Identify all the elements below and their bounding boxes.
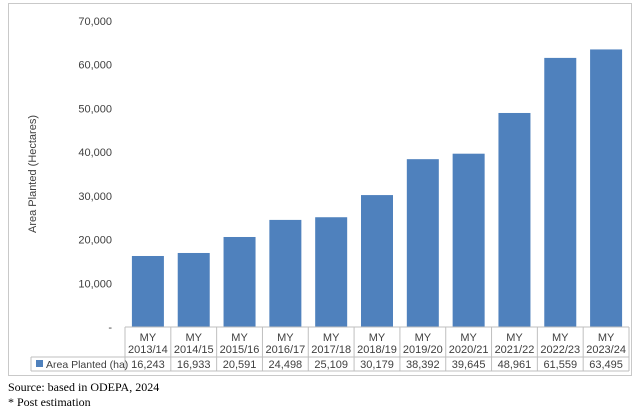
- x-tick-label: MY: [323, 332, 340, 344]
- bar: [406, 159, 439, 327]
- x-tick-label: MY: [506, 332, 523, 344]
- data-value-label: 16,243: [131, 359, 165, 371]
- y-tick-label: -: [108, 322, 112, 334]
- x-tick-label: 2017/18: [311, 344, 351, 356]
- data-value-label: 38,392: [406, 359, 440, 371]
- x-tick-label: MY: [415, 332, 432, 344]
- bar: [269, 219, 302, 327]
- x-tick-label: MY: [185, 332, 202, 344]
- bar: [131, 255, 164, 327]
- y-tick-label: 20,000: [78, 235, 112, 247]
- x-tick-label: 2014/15: [174, 344, 214, 356]
- bar: [544, 57, 577, 327]
- data-value-label: 16,933: [177, 359, 211, 371]
- x-tick-label: 2020/21: [449, 344, 489, 356]
- bar: [361, 195, 393, 327]
- data-value-label: 48,961: [498, 359, 532, 371]
- y-tick-label: 30,000: [78, 191, 112, 203]
- bar: [498, 112, 531, 327]
- chart-frame: Area Planted (Hectares) - 10,000 20,000 30,0…: [8, 3, 632, 376]
- data-value-label: 20,591: [223, 359, 257, 371]
- x-tick-label: 2019/20: [403, 344, 443, 356]
- y-tick-label: 70,000: [78, 16, 112, 28]
- x-tick-label: MY: [552, 332, 569, 344]
- legend-label: Area Planted (ha): [46, 359, 128, 371]
- x-tick-label: 2018/19: [357, 344, 397, 356]
- x-tick-label: 2022/23: [540, 344, 580, 356]
- x-tick-label: 2015/16: [220, 344, 260, 356]
- post-estimation-note: * Post estimation: [8, 395, 91, 409]
- x-tick-label: 2013/14: [128, 344, 168, 356]
- data-value-label: 39,645: [452, 359, 486, 371]
- data-value-label: 63,495: [589, 359, 623, 371]
- x-tick-label: 2021/22: [495, 344, 535, 356]
- data-value-label: 30,179: [360, 359, 394, 371]
- x-tick-label: 2016/17: [265, 344, 305, 356]
- y-tick-label: 60,000: [78, 60, 112, 72]
- y-tick-label: 10,000: [78, 278, 112, 290]
- bar-chart: Area Planted (Hectares) - 10,000 20,000 30,0…: [27, 16, 630, 372]
- bar: [452, 153, 485, 327]
- data-value-label: 61,559: [543, 359, 577, 371]
- x-tick-label: MY: [598, 332, 615, 344]
- bar: [590, 49, 623, 327]
- x-tick-label: 2023/24: [586, 344, 626, 356]
- data-value-label: 24,498: [269, 359, 303, 371]
- x-tick-label: MY: [460, 332, 477, 344]
- y-tick-label: 50,000: [78, 103, 112, 115]
- legend-swatch: [36, 360, 43, 367]
- x-tick-label: MY: [277, 332, 294, 344]
- data-value-label: 25,109: [314, 359, 348, 371]
- bar: [177, 252, 210, 327]
- x-tick-label: MY: [140, 332, 157, 344]
- x-tick-label: MY: [369, 332, 386, 344]
- source-note: Source: based in ODEPA, 2024: [8, 380, 160, 394]
- y-tick-label: 40,000: [78, 147, 112, 159]
- y-axis-label: Area Planted (Hectares): [27, 115, 39, 233]
- x-tick-label: MY: [231, 332, 248, 344]
- bar: [315, 217, 348, 327]
- bar: [223, 236, 256, 327]
